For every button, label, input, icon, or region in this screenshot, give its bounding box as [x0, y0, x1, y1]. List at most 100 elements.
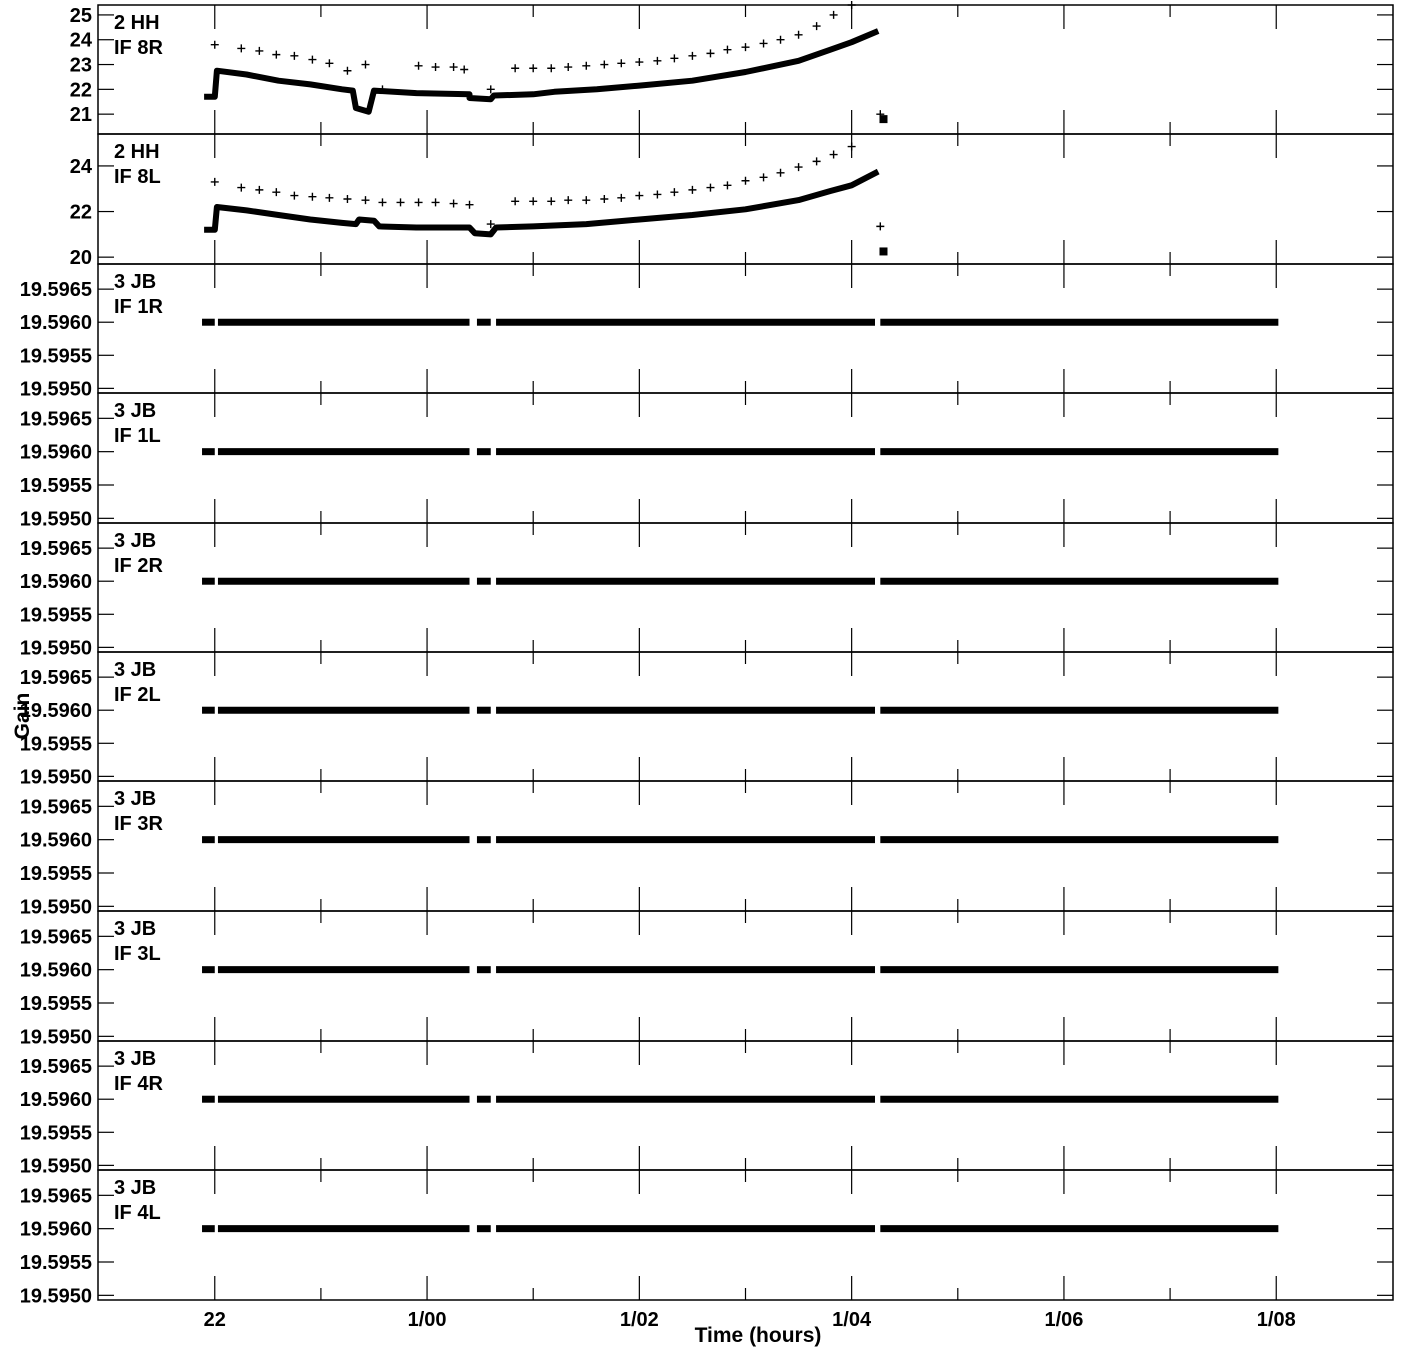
sparse-point [343, 66, 352, 75]
sparse-point [255, 185, 264, 194]
sparse-point [794, 30, 803, 39]
y-tick-label: 23 [70, 55, 92, 77]
sparse-point [529, 197, 538, 206]
sparse-point [529, 64, 538, 73]
y-tick-label: 19.5960 [20, 1219, 92, 1241]
y-tick-label: 20 [70, 247, 92, 269]
panel-frame [97, 392, 1394, 524]
sparse-point [547, 64, 556, 73]
sparse-point [378, 198, 387, 207]
panel-9: 19.5950 19.5955 19.5960 19.5965 3 JB IF 4L [20, 1169, 1394, 1307]
y-tick-label: 19.5950 [20, 766, 92, 788]
sparse-point [210, 40, 219, 49]
sparse-point [600, 195, 609, 203]
panel-label-if: IF 2R [114, 555, 163, 577]
sparse-point [272, 50, 281, 59]
y-tick-label: 19.5965 [20, 408, 92, 430]
y-tick-label: 19.5955 [20, 863, 92, 885]
sparse-point [653, 56, 662, 65]
sparse-point [378, 85, 387, 94]
panel-frame [97, 910, 1394, 1042]
sparse-point [635, 58, 644, 67]
sparse-point [272, 188, 281, 197]
sparse-point [653, 190, 662, 199]
x-tick-label: 1/06 [1044, 1309, 1083, 1331]
sparse-point [582, 196, 591, 205]
panel-label-if: IF 3L [114, 943, 161, 965]
sparse-point [776, 35, 785, 44]
x-tick-label: 1/08 [1257, 1309, 1296, 1331]
sparse-point [325, 59, 334, 68]
y-tick-label: 19.5965 [20, 1056, 92, 1078]
panel-frame [97, 263, 1394, 394]
sparse-point [210, 177, 219, 186]
panel-label-antenna: 2 HH [114, 12, 160, 34]
y-tick-label: 24 [70, 156, 93, 178]
sparse-point [431, 198, 440, 207]
y-tick-label: 19.5955 [20, 345, 92, 367]
sparse-point [511, 64, 520, 73]
panel-label-antenna: 2 HH [114, 141, 160, 163]
panel-2: 19.5950 19.5955 19.5960 19.5965 3 JB IF 1R [20, 263, 1394, 400]
sparse-point [361, 196, 370, 205]
panel-4: 19.5950 19.5955 19.5960 19.5965 3 JB IF 2R [20, 522, 1394, 659]
panel-label-antenna: 3 JB [114, 788, 156, 810]
dense-series [204, 168, 880, 238]
sparse-point [876, 110, 885, 119]
sparse-point [564, 63, 573, 72]
sparse-point [688, 185, 697, 194]
y-tick-label: 24 [70, 30, 93, 52]
x-tick-label: 1/00 [408, 1309, 447, 1331]
y-tick-label: 25 [70, 5, 92, 27]
dense-point [879, 247, 888, 256]
sparse-point [308, 192, 317, 201]
sparse-point [617, 59, 626, 68]
y-tick-label: 22 [70, 202, 92, 224]
sparse-point [706, 49, 715, 58]
y-tick-label: 19.5950 [20, 1285, 92, 1307]
sparse-point [776, 168, 785, 177]
panel-frame [97, 522, 1394, 653]
panel-frame [97, 1169, 1394, 1301]
sparse-point [325, 193, 334, 202]
y-tick-label: 21 [70, 104, 92, 126]
panel-5: 19.5950 19.5955 19.5960 19.5965 3 JB IF 2L [20, 651, 1394, 788]
panel-label-if: IF 3R [114, 813, 163, 835]
y-tick-label: 19.5965 [20, 796, 92, 818]
sparse-point [449, 63, 458, 72]
y-tick-label: 19.5960 [20, 571, 92, 593]
panel-frame [97, 651, 1394, 782]
sparse-point [723, 181, 732, 190]
sparse-point [237, 183, 246, 192]
sparse-point [582, 61, 591, 70]
panel-label-antenna: 3 JB [114, 918, 156, 940]
sparse-point [847, 142, 856, 151]
sparse-point [290, 191, 299, 200]
dense-point [879, 115, 888, 124]
y-tick-label: 19.5955 [20, 604, 92, 626]
sparse-point [237, 44, 246, 53]
panel-label-if: IF 8R [114, 37, 163, 59]
y-tick-label: 19.5965 [20, 538, 92, 560]
sparse-point [308, 55, 317, 64]
y-tick-label: 19.5960 [20, 830, 92, 852]
sparse-point [741, 43, 750, 52]
y-tick-label: 19.5950 [20, 378, 92, 400]
panel-3: 19.5950 19.5955 19.5960 19.5965 3 JB IF 1L [20, 392, 1394, 530]
sparse-point [343, 195, 352, 203]
y-tick-label: 22 [70, 79, 92, 101]
y-tick-label: 19.5950 [20, 1026, 92, 1048]
panel-label-antenna: 3 JB [114, 271, 156, 293]
sparse-point [460, 65, 469, 74]
sparse-point [486, 220, 495, 229]
y-tick-label: 19.5955 [20, 733, 92, 755]
sparse-point [290, 51, 299, 60]
sparse-point [600, 60, 609, 69]
panel-label-antenna: 3 JB [114, 659, 156, 681]
sparse-point [723, 45, 732, 54]
panel-frame [97, 133, 1394, 265]
y-tick-label: 19.5955 [20, 1252, 92, 1274]
